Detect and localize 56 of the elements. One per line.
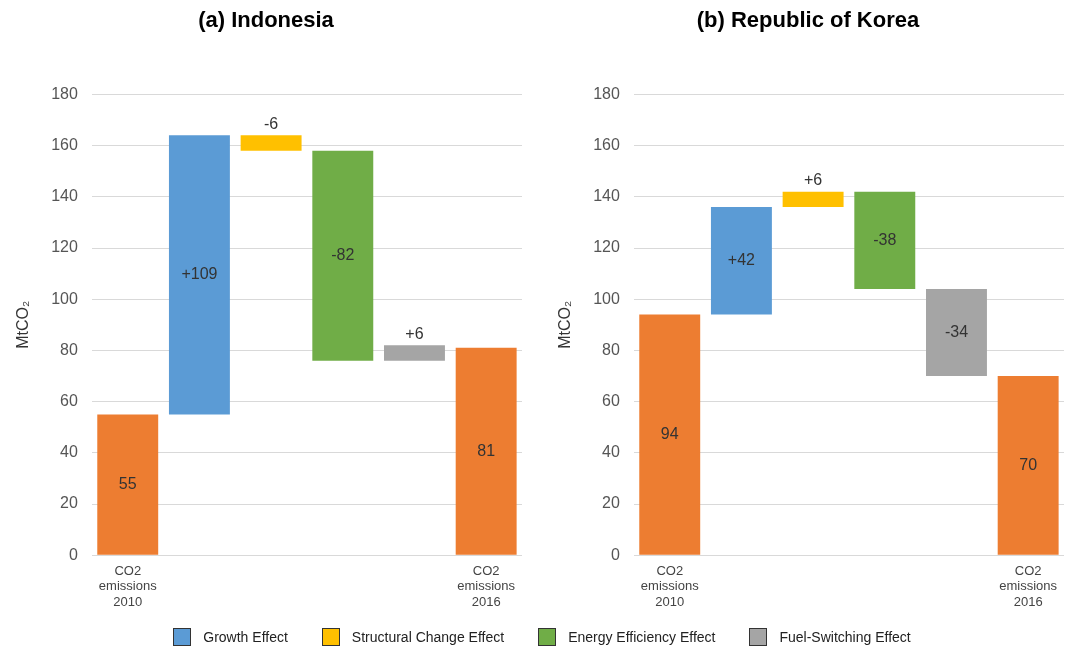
legend-label: Growth Effect (203, 629, 288, 645)
bar (97, 414, 159, 555)
data-label: -34 (944, 322, 969, 340)
data-label: -6 (263, 114, 279, 132)
x-tick-label: CO2 emissions 2010 (98, 562, 158, 609)
bar (854, 191, 916, 289)
legend-label: Fuel-Switching Effect (779, 629, 911, 645)
bar (782, 191, 844, 208)
bar (926, 288, 987, 376)
y-tick-label: 120 (593, 238, 620, 256)
bar (710, 207, 772, 315)
y-tick-label: 20 (602, 494, 620, 512)
x-tick-label: CO2 emissions 2016 (999, 562, 1058, 609)
bar (312, 150, 374, 361)
y-tick-label: 140 (593, 187, 620, 205)
y-tick-label: 180 (593, 84, 620, 102)
data-label: 94 (660, 425, 679, 443)
chart-title: (b) Republic of Korea (696, 7, 920, 33)
legend-label: Structural Change Effect (351, 629, 505, 645)
y-axis-title: MtCO₂ (14, 300, 32, 349)
y-tick-label: 80 (602, 340, 620, 358)
x-tick-label: CO2 emissions 2010 (640, 562, 700, 609)
data-label: -82 (331, 246, 355, 264)
bar (168, 135, 230, 415)
x-tick-label: CO2 emissions 2016 (457, 562, 516, 609)
data-label: +6 (405, 324, 424, 342)
y-tick-label: 120 (51, 238, 78, 256)
y-tick-label: 140 (51, 187, 78, 205)
y-tick-label: 60 (602, 392, 620, 410)
bar (384, 345, 445, 361)
y-tick-label: 100 (593, 289, 620, 307)
data-label: 70 (1019, 455, 1038, 473)
y-tick-label: 60 (60, 392, 78, 410)
data-label: +42 (727, 251, 756, 269)
chart-title: (a) Indonesia (198, 7, 335, 33)
bar (455, 347, 517, 555)
y-tick-label: 0 (68, 545, 78, 563)
y-tick-label: 20 (60, 494, 78, 512)
data-label: 55 (118, 474, 137, 492)
y-tick-label: 160 (51, 136, 78, 154)
bar (240, 135, 302, 151)
data-label: +6 (803, 171, 823, 189)
y-tick-label: 80 (60, 340, 78, 358)
data-label: +109 (181, 265, 218, 283)
y-tick-label: 40 (602, 443, 620, 461)
data-label: 81 (477, 441, 496, 459)
legend-label: Energy Efficiency Effect (568, 629, 716, 645)
y-tick-label: 180 (51, 84, 78, 102)
y-tick-label: 0 (610, 545, 620, 563)
y-tick-label: 40 (60, 443, 78, 461)
data-label: -38 (873, 230, 897, 248)
y-axis-title: MtCO₂ (556, 300, 574, 349)
bar (639, 314, 701, 555)
y-tick-label: 160 (593, 136, 620, 154)
y-tick-label: 100 (51, 289, 78, 307)
bar (997, 376, 1059, 555)
